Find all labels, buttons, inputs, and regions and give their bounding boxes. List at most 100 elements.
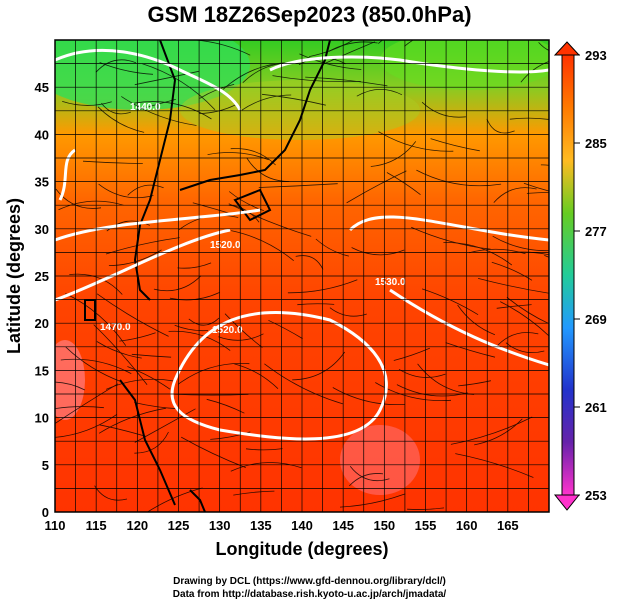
streamline	[62, 101, 112, 106]
streamline	[121, 96, 197, 126]
x-axis-label: Longitude (degrees)	[215, 539, 388, 559]
streamline	[96, 341, 142, 359]
streamline	[505, 342, 545, 353]
streamline	[386, 172, 421, 196]
streamline	[97, 106, 145, 133]
x-tick-label: 110	[45, 518, 66, 533]
streamline	[544, 255, 549, 258]
y-tick-label: 45	[35, 80, 49, 95]
streamline	[119, 332, 156, 342]
streamline	[153, 275, 202, 292]
streamline	[506, 296, 549, 325]
streamline	[309, 40, 355, 57]
x-tick-label: 115	[86, 518, 107, 533]
streamline	[99, 424, 146, 437]
y-tick-label: 15	[35, 363, 49, 378]
x-tick-label: 150	[373, 518, 395, 533]
streamline	[398, 368, 446, 378]
streamline	[411, 226, 491, 250]
streamline	[500, 301, 549, 337]
y-tick-label: 5	[42, 458, 49, 473]
streamline	[101, 102, 131, 115]
x-tick-label: 160	[456, 518, 478, 533]
streamline	[370, 141, 417, 167]
streamline	[199, 84, 235, 99]
streamline	[55, 383, 119, 425]
streamline	[206, 398, 245, 414]
y-axis: 0 5 10 15 20 25 30 35 40 45	[35, 80, 49, 520]
contour-label: 1470.0	[100, 322, 131, 333]
y-tick-label: 10	[35, 411, 49, 426]
streamline	[222, 62, 289, 90]
y-tick-label: 25	[35, 269, 49, 284]
streamline	[548, 46, 549, 48]
contour-label: 1520.0	[212, 325, 243, 336]
x-tick-label: 165	[497, 518, 519, 533]
credit-line: Drawing by DCL (https://www.gfd-dennou.o…	[173, 576, 446, 587]
streamline	[493, 187, 537, 203]
streamline	[228, 203, 312, 237]
x-tick-label: 140	[291, 518, 313, 533]
streamline	[55, 406, 104, 410]
streamline	[230, 462, 302, 472]
streamline	[292, 351, 346, 381]
colorbar-tick-label: 269	[585, 312, 607, 327]
y-tick-label: 35	[35, 175, 49, 190]
contour-label: 1440.0	[130, 102, 161, 113]
streamline	[297, 303, 335, 306]
streamline	[393, 347, 431, 361]
streamline	[491, 261, 533, 281]
streamline	[538, 42, 549, 51]
streamline	[241, 94, 292, 111]
streamline	[181, 436, 246, 468]
streamline	[95, 59, 137, 73]
x-tick-label: 120	[126, 518, 148, 533]
streamline	[404, 40, 414, 47]
streamline	[58, 200, 124, 211]
streamline	[458, 380, 491, 387]
streamline	[315, 238, 349, 257]
streamline	[177, 362, 250, 385]
wind-streamlines	[55, 40, 549, 512]
streamline	[258, 183, 338, 188]
x-tick-label: 155	[415, 518, 437, 533]
streamline	[268, 319, 303, 339]
streamline	[82, 160, 143, 164]
streamline	[127, 184, 164, 196]
streamline	[492, 235, 549, 252]
streamline	[450, 416, 533, 445]
credit-line: Data from http://database.rish.kyoto-u.a…	[172, 589, 447, 600]
streamline	[134, 101, 212, 120]
streamline	[474, 418, 523, 446]
streamline	[477, 278, 549, 294]
streamline	[93, 324, 148, 386]
colorbar-tick-label: 293	[585, 48, 607, 63]
streamline	[346, 170, 407, 204]
streamline	[134, 408, 196, 443]
streamline	[69, 273, 123, 295]
streamline	[430, 138, 480, 152]
streamline	[526, 192, 549, 194]
streamline	[305, 76, 388, 87]
streamline	[486, 118, 515, 134]
y-tick-label: 20	[35, 316, 49, 331]
streamline	[65, 346, 122, 383]
streamline	[174, 324, 209, 332]
streamline	[349, 473, 384, 487]
graticule	[54, 39, 550, 513]
x-tick-label: 130	[209, 518, 231, 533]
streamline	[295, 255, 324, 270]
streamline	[228, 204, 260, 223]
streamline	[131, 353, 172, 358]
streamline	[96, 293, 169, 337]
colorbar-tick-label: 277	[585, 224, 607, 239]
streamline	[105, 378, 174, 390]
y-axis-label: Latitude (degrees)	[4, 198, 24, 354]
streamline	[321, 41, 376, 66]
streamline	[127, 366, 171, 390]
streamline	[351, 247, 405, 256]
y-tick-label: 0	[42, 505, 49, 520]
contour-label: 1520.0	[210, 240, 241, 251]
streamline	[299, 53, 362, 70]
x-axis: 110 115 120 125 130 135 140 145 150 155 160 165	[45, 518, 519, 533]
